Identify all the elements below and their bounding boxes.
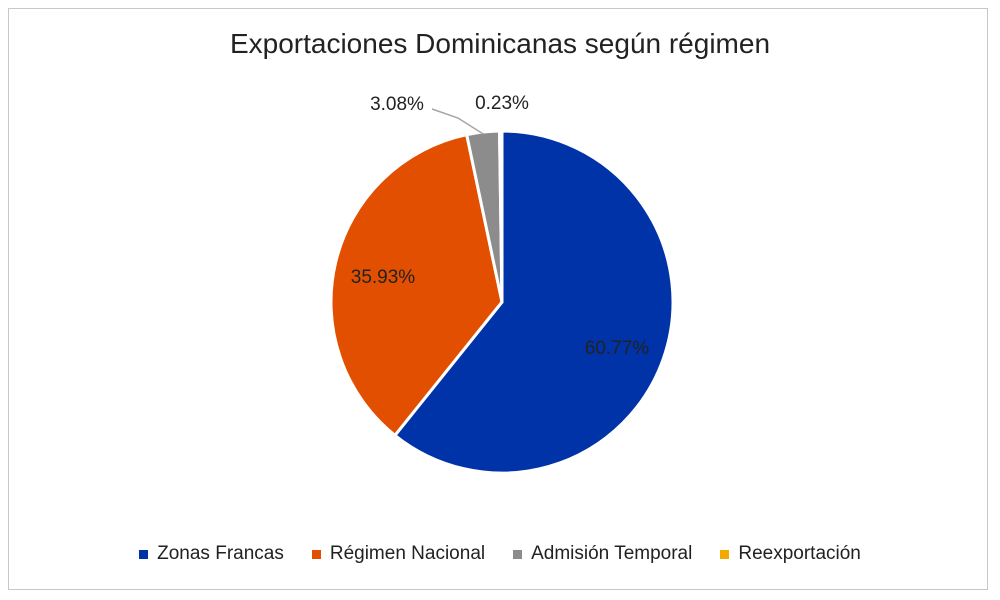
legend-label-reexportacion: Reexportación — [738, 543, 861, 564]
legend-label-admision-temporal: Admisión Temporal — [531, 543, 693, 564]
data-label-admision-temporal: 3.08% — [370, 94, 424, 115]
pie-slice-reexportacion — [498, 129, 504, 304]
legend-item-admision-temporal: Admisión Temporal — [513, 543, 692, 565]
chart-legend: Zonas Francas Régimen Nacional Admisión Te… — [0, 543, 1000, 565]
data-label-zonas-francas: 60.77% — [585, 338, 650, 359]
legend-swatch-zonas-francas — [139, 549, 149, 559]
legend-label-regimen-nacional: Régimen Nacional — [329, 543, 486, 564]
legend-item-reexportacion: Reexportación — [720, 543, 861, 565]
data-label-reexportacion: 0.23% — [475, 93, 529, 114]
legend-swatch-regimen-nacional — [311, 549, 321, 559]
legend-item-regimen-nacional: Régimen Nacional — [311, 543, 486, 565]
data-label-regimen-nacional: 35.93% — [351, 267, 416, 288]
pie-slice-regimen-nacional — [329, 133, 504, 437]
pie-slice-zonas-francas — [393, 129, 675, 475]
legend-item-zonas-francas: Zonas Francas — [139, 543, 284, 565]
legend-label-zonas-francas: Zonas Francas — [157, 543, 284, 564]
legend-swatch-reexportacion — [720, 549, 730, 559]
chart-title: Exportaciones Dominicanas según régimen — [229, 28, 771, 59]
leader-line-admision-temporal — [431, 108, 484, 135]
legend-swatch-admision-temporal — [513, 549, 523, 559]
